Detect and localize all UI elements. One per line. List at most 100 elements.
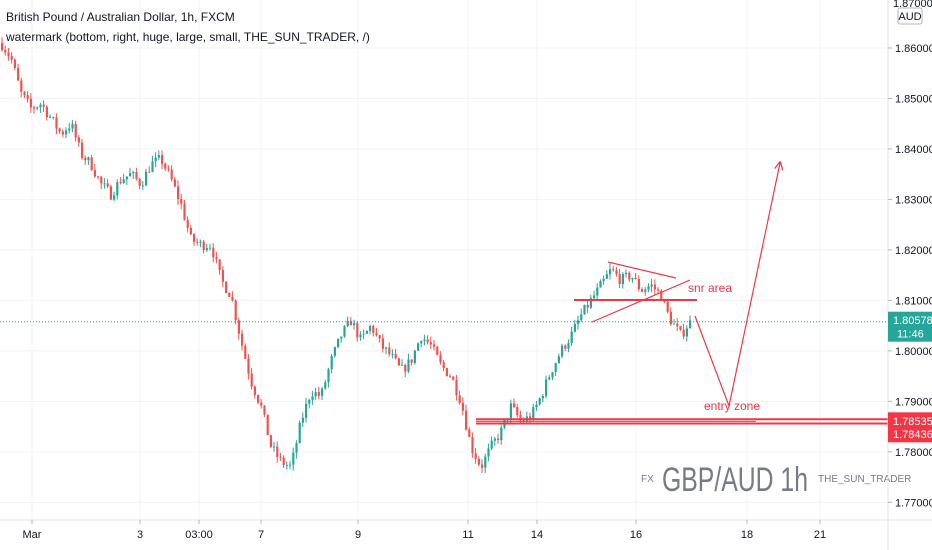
candle-body <box>125 176 128 180</box>
currency-label: AUD <box>898 11 921 23</box>
time-tick-label: 7 <box>258 529 264 541</box>
candle-body <box>193 234 196 242</box>
candle-body <box>138 178 141 186</box>
candle-body <box>135 171 138 179</box>
top-partial-price-label: 1.87000 <box>893 0 932 10</box>
triangle-upper-trendline[interactable] <box>607 261 677 279</box>
candle-body <box>129 173 132 177</box>
candle-body <box>490 440 493 449</box>
projection-path[interactable] <box>694 163 780 409</box>
candle-body <box>23 91 26 96</box>
candle-body <box>132 171 135 174</box>
drawings[interactable]: snr area entry zone <box>476 163 888 425</box>
candle-body <box>81 142 84 158</box>
candle-body <box>74 123 77 138</box>
candle-body <box>225 281 228 293</box>
candle-body <box>653 284 656 290</box>
time-tick-label: 03:00 <box>185 529 213 541</box>
candle-body <box>673 323 676 325</box>
price-axis[interactable]: 1.77000 1.78000 1.79000 1.80000 1.81000 1.820… <box>888 43 932 509</box>
candle-body <box>637 278 640 290</box>
candle-body <box>589 298 592 308</box>
candle-body <box>381 338 384 349</box>
candle-body <box>253 386 256 395</box>
candle-body <box>461 402 464 411</box>
candle-body <box>548 377 551 380</box>
candle-body <box>452 376 455 381</box>
currency-box[interactable] <box>897 7 923 25</box>
candle-body <box>602 278 605 282</box>
candle-body <box>445 368 448 377</box>
candle-body <box>685 328 688 337</box>
candle-body <box>631 278 634 280</box>
candle-body <box>465 410 468 430</box>
candle-body <box>301 417 304 423</box>
candle-body <box>36 107 39 109</box>
candle-body <box>183 203 186 220</box>
candle-body <box>52 117 55 118</box>
candle-body <box>218 259 221 271</box>
study-legend[interactable]: watermark (bottom, right, huge, large, s… <box>6 30 370 44</box>
candle-body <box>20 80 23 92</box>
price-label-text: 1.80578 <box>893 315 932 327</box>
candle-body <box>577 320 580 324</box>
time-tick-label: 9 <box>355 529 361 541</box>
candles <box>1 37 692 473</box>
symbol-legend[interactable]: British Pound / Australian Dollar, 1h, F… <box>6 10 235 24</box>
candle-body <box>221 270 224 282</box>
candle-body <box>276 446 279 457</box>
candle-body <box>77 137 80 143</box>
candle-body <box>484 456 487 468</box>
candle-body <box>641 289 644 292</box>
candle-body <box>599 281 602 288</box>
candle-body <box>263 405 266 415</box>
candle-body <box>429 342 432 345</box>
candle-body <box>113 195 116 200</box>
candle-body <box>538 398 541 405</box>
candle-body <box>7 52 10 57</box>
time-axis[interactable]: Mar 3 03:00 7 9 11 14 16 18 21 <box>23 520 827 541</box>
candle-body <box>4 49 7 53</box>
candle-body <box>330 355 333 370</box>
candle-body <box>157 155 160 158</box>
candle-body <box>372 325 375 333</box>
candle-body <box>557 356 560 364</box>
time-tick-label: 21 <box>814 529 826 541</box>
candle-body <box>55 117 58 129</box>
candle-body <box>90 157 93 170</box>
candle-body <box>202 241 205 251</box>
candle-body <box>359 334 362 338</box>
candle-body <box>244 345 247 359</box>
candle-body <box>666 301 669 312</box>
candle-body <box>426 339 429 343</box>
candle-body <box>212 247 215 258</box>
candle-body <box>397 358 400 366</box>
candle-body <box>17 67 20 81</box>
candle-body <box>154 157 157 162</box>
candle-body <box>71 123 74 129</box>
candle-body <box>61 131 64 135</box>
candle-body <box>199 241 202 243</box>
candle-body <box>410 359 413 363</box>
candle-body <box>119 182 122 184</box>
candle-body <box>436 346 439 355</box>
candle-body <box>583 304 586 315</box>
time-tick-label: 14 <box>531 529 543 541</box>
candle-body <box>529 416 532 420</box>
time-tick-label: 11 <box>462 529 473 541</box>
candle-body <box>13 59 16 68</box>
candle-body <box>311 396 314 400</box>
candle-body <box>353 323 356 326</box>
candle-body <box>493 438 496 441</box>
candle-body <box>317 392 320 396</box>
candle-body <box>84 157 87 161</box>
candle-body <box>554 363 557 373</box>
price-label-text: 1.78535 <box>893 416 932 428</box>
candle-body <box>273 446 276 448</box>
candle-body <box>279 456 282 458</box>
candle-body <box>442 362 445 369</box>
candle-body <box>289 464 292 466</box>
